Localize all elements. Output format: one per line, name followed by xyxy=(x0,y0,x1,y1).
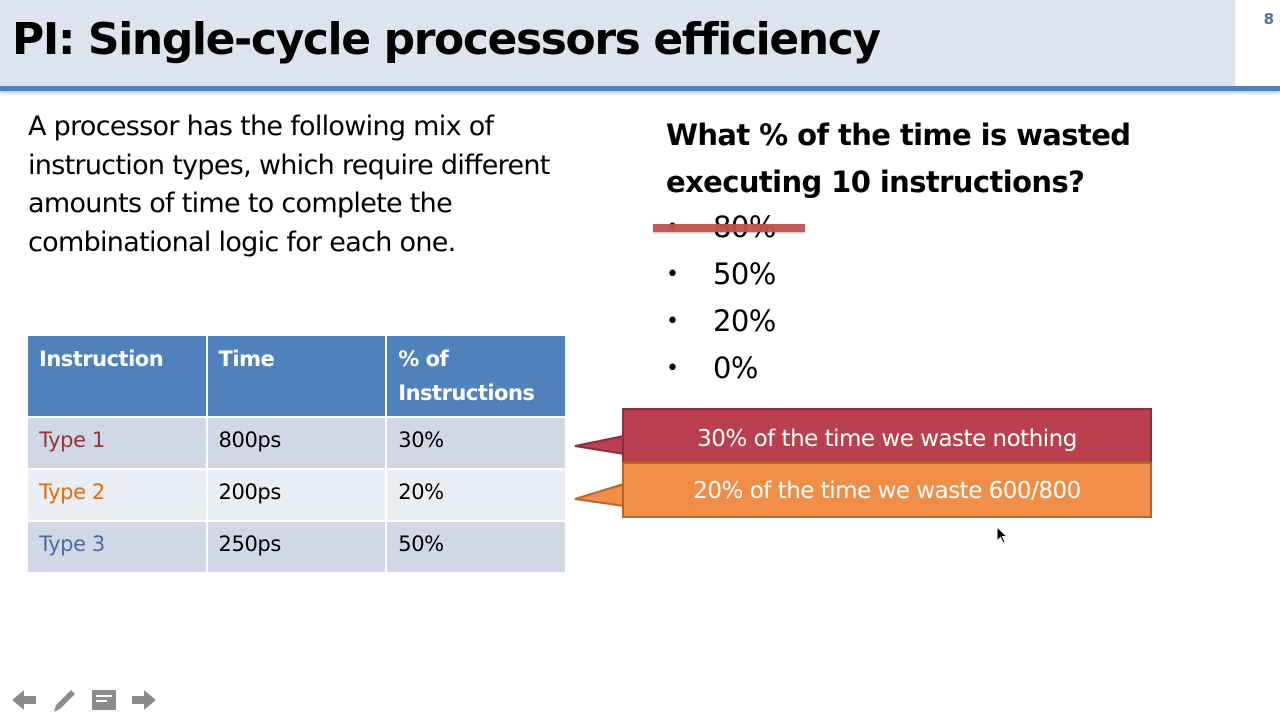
instruction-mix-table: Instruction Time % of Instructions Type … xyxy=(26,334,567,574)
slideshow-nav xyxy=(8,686,160,714)
option-item: • 20% xyxy=(666,298,776,345)
slide-title: PI: Single-cycle processors efficiency xyxy=(12,14,881,65)
cell-time: 250ps xyxy=(205,520,388,574)
table-row: Type 2 200ps 20% xyxy=(26,468,567,522)
cell-percent: 30% xyxy=(385,416,567,470)
bullet-icon: • xyxy=(666,309,679,334)
callout-type1: 30% of the time we waste nothing xyxy=(574,408,1152,464)
header-percent-line1: % of xyxy=(398,347,449,371)
table-row: Type 3 250ps 50% xyxy=(26,520,567,574)
pen-tool-button[interactable] xyxy=(48,686,80,714)
option-label: 0% xyxy=(713,351,758,385)
bullet-icon: • xyxy=(666,262,679,287)
pen-icon xyxy=(54,690,75,712)
option-item: • 50% xyxy=(666,251,776,298)
intro-paragraph: A processor has the following mix of ins… xyxy=(28,111,550,258)
notes-button[interactable] xyxy=(88,686,120,714)
arrow-right-icon xyxy=(132,690,156,710)
cell-percent: 50% xyxy=(385,520,567,574)
option-item: • 0% xyxy=(666,345,776,392)
slide-number: 8 xyxy=(1263,10,1274,28)
callout-type2: 20% of the time we waste 600/800 xyxy=(574,462,1152,518)
cell-instruction: Type 3 xyxy=(26,520,208,574)
strikethrough-annotation xyxy=(653,224,805,232)
title-bar: PI: Single-cycle processors efficiency xyxy=(0,0,1235,86)
callout-text: 20% of the time we waste 600/800 xyxy=(622,462,1152,518)
cell-time: 800ps xyxy=(205,416,388,470)
cell-instruction: Type 2 xyxy=(26,468,208,522)
mouse-cursor-icon xyxy=(996,526,1009,544)
header-time: Time xyxy=(205,334,388,418)
bullet-icon: • xyxy=(666,356,679,381)
option-label: 20% xyxy=(713,304,776,338)
callout-tail-icon xyxy=(574,434,625,456)
answer-options: •80% •50% •20% •0% xyxy=(666,204,776,392)
header-percent-line2: Instructions xyxy=(398,381,535,405)
cell-time: 200ps xyxy=(205,468,388,522)
next-slide-button[interactable] xyxy=(128,686,160,714)
question-text: What % of the time is wasted executing 1… xyxy=(666,118,1131,199)
notes-icon xyxy=(92,690,116,710)
header-instruction: Instruction xyxy=(26,334,208,418)
callout-tail-icon xyxy=(574,482,625,508)
cell-percent: 20% xyxy=(385,468,567,522)
cell-instruction: Type 1 xyxy=(26,416,208,470)
option-label: 50% xyxy=(713,257,776,291)
table-row: Type 1 800ps 30% xyxy=(26,416,567,470)
previous-slide-button[interactable] xyxy=(8,686,40,714)
arrow-left-icon xyxy=(12,690,36,710)
header-percent: % of Instructions xyxy=(385,334,567,418)
table-header-row: Instruction Time % of Instructions xyxy=(26,334,567,418)
title-divider xyxy=(0,86,1280,91)
callout-text: 30% of the time we waste nothing xyxy=(622,408,1152,464)
